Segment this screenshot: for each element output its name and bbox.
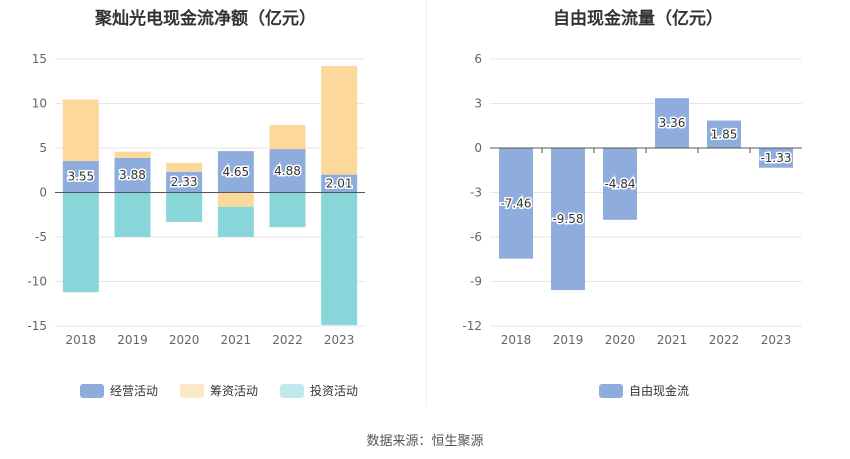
right-y-tick-label: 6 xyxy=(474,52,482,66)
left-bar-series1-2023 xyxy=(321,66,358,175)
left-bar-series0-2021 xyxy=(217,151,254,193)
left-bar-series2-2021 xyxy=(217,206,254,237)
legend-item-investing[interactable]: 投资活动 xyxy=(280,382,358,399)
left-bar-series0-2019 xyxy=(114,157,151,193)
right-bar-2018 xyxy=(499,148,533,259)
right-y-tick-label: -3 xyxy=(470,186,482,200)
right-bar-2020 xyxy=(603,148,637,220)
right-data-label-2022: 1.85 xyxy=(711,127,738,141)
legend-item-financing[interactable]: 筹资活动 xyxy=(180,382,258,399)
right-bar-2019 xyxy=(551,148,585,291)
left-y-tick-label: 5 xyxy=(39,141,47,155)
left-bar-series2-2018 xyxy=(62,192,99,293)
left-y-tick-label: 0 xyxy=(39,186,47,200)
right-y-tick-label: -9 xyxy=(470,275,482,289)
left-bar-series0-2018 xyxy=(62,160,99,193)
left-x-tick-label: 2022 xyxy=(272,333,303,347)
right-data-label-2023: -1.33 xyxy=(760,151,791,165)
left-data-label-2021: 4.65 xyxy=(222,165,249,179)
right-x-tick-label: 2018 xyxy=(501,333,532,347)
legend-label-financing: 筹资活动 xyxy=(210,384,259,398)
left-bar-series2-2022 xyxy=(269,192,306,228)
left-x-tick-label: 2019 xyxy=(117,333,148,347)
left-y-tick-label: 10 xyxy=(32,97,47,111)
left-x-tick-label: 2018 xyxy=(66,333,97,347)
left-bar-series2-2019 xyxy=(114,192,151,237)
right-chart-title: 自由现金流量（亿元） xyxy=(553,9,723,29)
legend-swatch-operating xyxy=(80,383,104,398)
left-bar-series2-2020 xyxy=(166,192,203,222)
legend-swatch-financing xyxy=(180,383,205,398)
left-y-tick-label: -10 xyxy=(27,275,47,289)
legend-swatch-investing xyxy=(280,383,305,398)
legend-item-free-cash-flow[interactable]: 自由现金流 xyxy=(599,382,689,399)
right-x-tick-label: 2019 xyxy=(553,333,584,347)
left-x-tick-label: 2023 xyxy=(324,333,355,347)
left-y-tick-label: -15 xyxy=(27,319,47,333)
right-bar-2021 xyxy=(655,98,689,148)
legend-label-operating: 经营活动 xyxy=(110,384,159,398)
right-data-label-2018: -7.46 xyxy=(500,196,531,210)
legend-swatch-free-cash-flow xyxy=(599,383,623,398)
right-x-tick-label: 2022 xyxy=(709,333,740,347)
left-y-tick-label: -5 xyxy=(35,230,47,244)
left-bar-series1-2018 xyxy=(62,99,99,161)
right-y-tick-label: 3 xyxy=(474,97,482,111)
right-x-tick-label: 2020 xyxy=(605,333,636,347)
right-data-label-2021: 3.36 xyxy=(659,116,686,130)
right-x-tick-label: 2023 xyxy=(761,333,792,347)
right-y-tick-label: 0 xyxy=(474,141,482,155)
data-source-note: 数据来源：恒生聚源 xyxy=(366,434,484,449)
left-x-tick-label: 2020 xyxy=(169,333,200,347)
left-bar-series0-2023 xyxy=(321,174,358,193)
right-bar-2023 xyxy=(759,148,793,168)
left-data-label-2020: 2.33 xyxy=(171,175,198,189)
right-y-tick-label: -12 xyxy=(462,319,482,333)
left-bar-series0-2022 xyxy=(269,149,306,193)
legend-label-free-cash-flow: 自由现金流 xyxy=(629,384,690,398)
right-data-label-2019: -9.58 xyxy=(552,212,583,226)
left-bar-series1-2020 xyxy=(166,162,203,172)
left-chart-title: 聚灿光电现金流净额（亿元） xyxy=(95,9,316,29)
left-data-label-2018: 3.55 xyxy=(67,170,94,184)
left-x-tick-label: 2021 xyxy=(221,333,252,347)
chart-divider xyxy=(426,0,427,405)
legend-item-operating[interactable]: 经营活动 xyxy=(80,382,158,399)
left-bar-series1-2019 xyxy=(114,151,151,158)
right-x-tick-label: 2021 xyxy=(657,333,688,347)
left-data-label-2022: 4.88 xyxy=(274,164,301,178)
left-bar-series0-2020 xyxy=(166,171,203,193)
left-legend: 经营活动 筹资活动 投资活动 xyxy=(80,382,358,399)
left-y-tick-label: 15 xyxy=(32,52,47,66)
right-data-label-2020: -4.84 xyxy=(604,177,635,191)
right-bar-2022 xyxy=(707,120,741,148)
left-data-label-2019: 3.88 xyxy=(119,168,146,182)
left-bar-series1-2022 xyxy=(269,125,306,150)
legend-label-investing: 投资活动 xyxy=(310,384,359,398)
left-bar-series2-2023 xyxy=(321,192,358,326)
left-data-label-2023: 2.01 xyxy=(326,177,353,191)
right-y-tick-label: -6 xyxy=(470,230,482,244)
left-bar-series1-2021 xyxy=(217,192,254,207)
right-legend: 自由现金流 xyxy=(599,382,689,399)
